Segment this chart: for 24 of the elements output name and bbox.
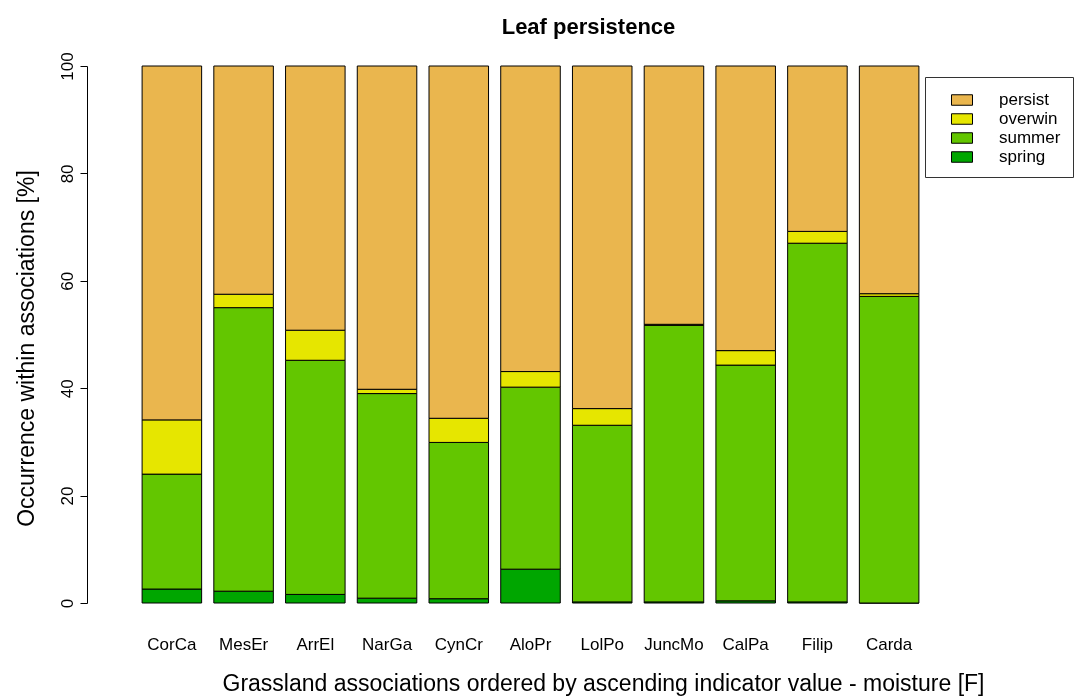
- x-tick-label: Filip: [801, 634, 833, 654]
- x-tick-label: JuncMo: [644, 634, 704, 654]
- x-tick-label: NarGa: [362, 634, 413, 654]
- x-tick-label: CalPa: [722, 634, 770, 654]
- x-tick-label: ArrEl: [296, 634, 335, 654]
- x-tick-label: LolPo: [580, 634, 624, 654]
- x-tick-label: CynCr: [434, 634, 484, 654]
- y-tick-label: 20: [57, 486, 77, 506]
- y-tick-label: 100: [57, 52, 77, 81]
- x-tick-label: AloPr: [509, 634, 552, 654]
- y-axis-title: Occurrence within associations [%]: [12, 170, 39, 527]
- legend-label: summer: [999, 128, 1061, 147]
- y-tick-label: 60: [57, 271, 77, 291]
- legend-label: overwin: [999, 109, 1058, 128]
- x-tick-label: MesEr: [219, 634, 269, 654]
- y-tick-label: 40: [57, 379, 77, 399]
- legend-label: spring: [999, 147, 1046, 166]
- chart-title: Leaf persistence: [501, 13, 676, 39]
- y-tick-label: 80: [57, 164, 77, 184]
- x-tick-label: CorCa: [147, 634, 197, 654]
- legend-label: persist: [999, 90, 1050, 109]
- y-tick-label: 0: [57, 598, 77, 609]
- x-axis-title: Grassland associations ordered by ascending indicator value - moisture [F]: [222, 669, 985, 696]
- x-tick-label: Carda: [865, 634, 913, 654]
